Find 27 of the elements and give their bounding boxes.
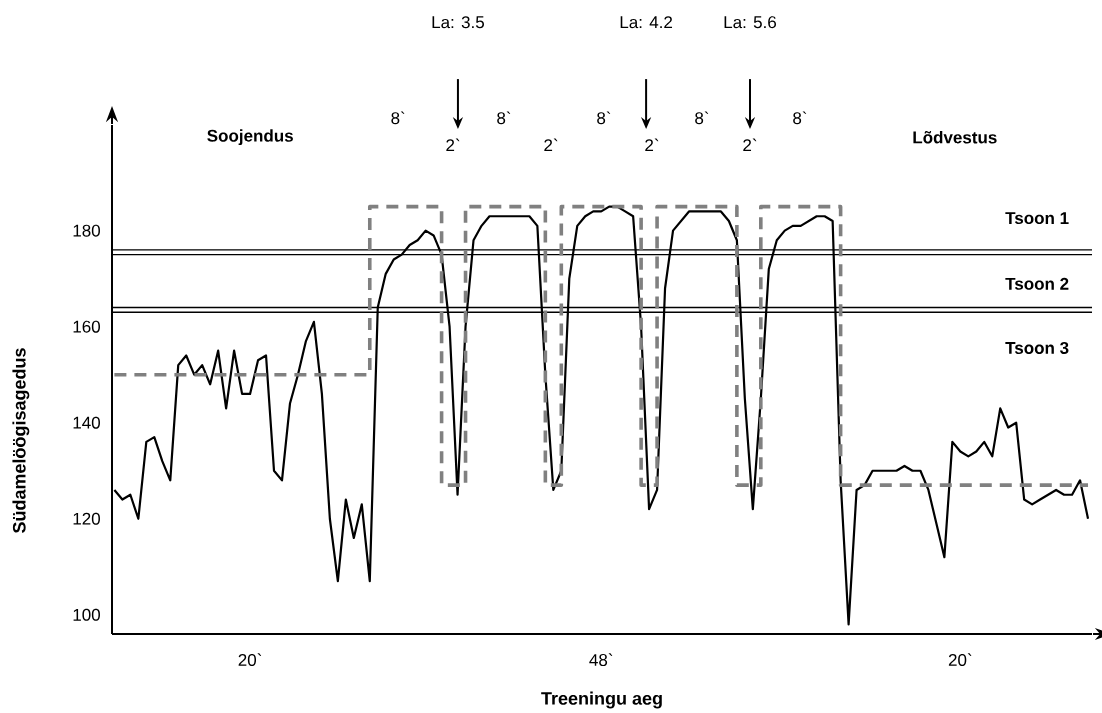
annotation: 2` — [544, 138, 558, 152]
y-axis-title: Südamelöögisagedus — [12, 348, 30, 534]
y-tick-label: 100 — [73, 608, 100, 621]
text: 8` — [497, 111, 511, 125]
text: 8` — [695, 111, 709, 125]
y-tick-label: 140 — [73, 416, 100, 429]
x-tick-label: 48` — [589, 653, 613, 667]
annotation: 2` — [743, 138, 757, 152]
y-tick-label: 180 — [73, 224, 100, 237]
text: La: 4.2 — [620, 16, 673, 29]
y-tick-label: 120 — [73, 512, 100, 525]
annotation: Tsoon 2 — [1005, 277, 1069, 290]
annotation: 2` — [645, 138, 659, 152]
annotation: Tsoon 3 — [1005, 341, 1069, 354]
y-tick-label: 160 — [73, 320, 100, 333]
text: La: 5.6 — [724, 16, 777, 29]
text: 8` — [391, 111, 405, 125]
annotation: Lõdvestus — [913, 130, 997, 144]
annotation: Tsoon 1 — [1005, 212, 1069, 225]
annotation: Soojendus — [207, 129, 293, 146]
x-tick-label: 20` — [948, 653, 972, 667]
x-tick-label: 20` — [238, 653, 262, 667]
text: 8` — [793, 111, 807, 125]
annotation: 2` — [446, 138, 460, 152]
text: La: 3.5 — [432, 16, 485, 29]
text: 8` — [597, 111, 611, 125]
x-axis-title: Treeningu aeg — [541, 691, 662, 709]
